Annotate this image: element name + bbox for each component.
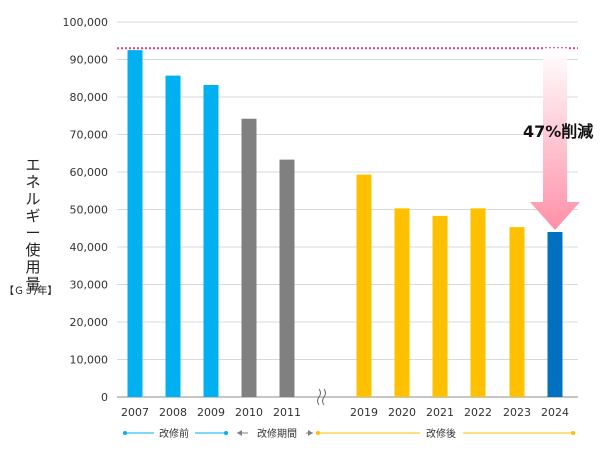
phase-end-dot — [571, 431, 575, 435]
y-tick-label: 60,000 — [70, 166, 109, 179]
bar-2011 — [279, 159, 295, 397]
phase-label: 改修前 — [159, 427, 189, 440]
y-axis-label-char: 量 — [25, 275, 40, 293]
phase-arrowhead — [237, 430, 242, 436]
bar-2024 — [547, 232, 563, 397]
x-tick-label: 2022 — [464, 406, 492, 419]
y-tick-labels: 0 10,000 20,000 30,000 40,000 50,000 60,000 70,… — [63, 16, 109, 404]
y-tick-label: 100,000 — [63, 16, 109, 29]
y-axis-label-char: ー — [25, 224, 40, 242]
reduction-annotation: 47%削減 — [523, 122, 593, 141]
bar-2022 — [470, 208, 486, 397]
bar-2009 — [203, 85, 219, 397]
x-tick-label: 2021 — [426, 406, 454, 419]
y-axis-unit: 【ＧＪ/年】 — [4, 284, 57, 297]
x-tick-label: 2009 — [197, 406, 225, 419]
phase-legend: 改修前 改修期間 改修後 — [123, 427, 575, 440]
bar-2020 — [394, 208, 410, 397]
phase-arrowhead — [308, 430, 313, 436]
phase-label: 改修期間 — [257, 427, 297, 440]
x-tick-label: 2011 — [273, 406, 301, 419]
axis-break-line — [317, 388, 321, 406]
phase-label: 改修後 — [426, 427, 456, 440]
bar-2010 — [241, 118, 257, 397]
y-tick-label: 20,000 — [70, 316, 109, 329]
axis-break-line — [322, 388, 326, 406]
x-tick-labels: 2007 2008 2009 2010 2011 2019 2020 2021 2022 2023… — [121, 406, 569, 419]
y-tick-label: 50,000 — [70, 204, 109, 217]
bar-2021 — [432, 215, 448, 397]
axis-break-mark — [317, 388, 326, 406]
reduction-arrow-shape — [530, 48, 580, 230]
y-tick-label: 10,000 — [70, 354, 109, 367]
x-tick-label: 2023 — [503, 406, 531, 419]
y-tick-label: 40,000 — [70, 241, 109, 254]
y-tick-label: 0 — [101, 391, 108, 404]
x-tick-label: 2019 — [350, 406, 378, 419]
x-tick-label: 2007 — [121, 406, 149, 419]
x-tick-label: 2010 — [235, 406, 263, 419]
y-axis-label-char: ル — [25, 190, 40, 208]
bar-2008 — [165, 75, 181, 397]
x-tick-label: 2024 — [541, 406, 569, 419]
x-tick-label: 2008 — [159, 406, 187, 419]
reduction-arrow — [530, 48, 580, 230]
y-axis-label-char: エ — [25, 156, 40, 174]
bars — [127, 50, 563, 397]
y-axis-label-char: 使 — [25, 241, 40, 259]
bar-2019 — [356, 174, 372, 397]
y-tick-label: 90,000 — [70, 54, 109, 67]
x-tick-label: 2020 — [388, 406, 416, 419]
gridlines — [117, 21, 578, 398]
y-tick-label: 30,000 — [70, 279, 109, 292]
bar-2007 — [127, 50, 143, 397]
y-axis-label-char: 用 — [25, 258, 40, 276]
y-tick-label: 70,000 — [70, 129, 109, 142]
bar-2023 — [509, 227, 525, 397]
y-tick-label: 80,000 — [70, 91, 109, 104]
y-axis-label-char: ネ — [25, 173, 40, 191]
phase-end-dot — [224, 431, 228, 435]
y-axis-label-char: ギ — [25, 207, 40, 225]
